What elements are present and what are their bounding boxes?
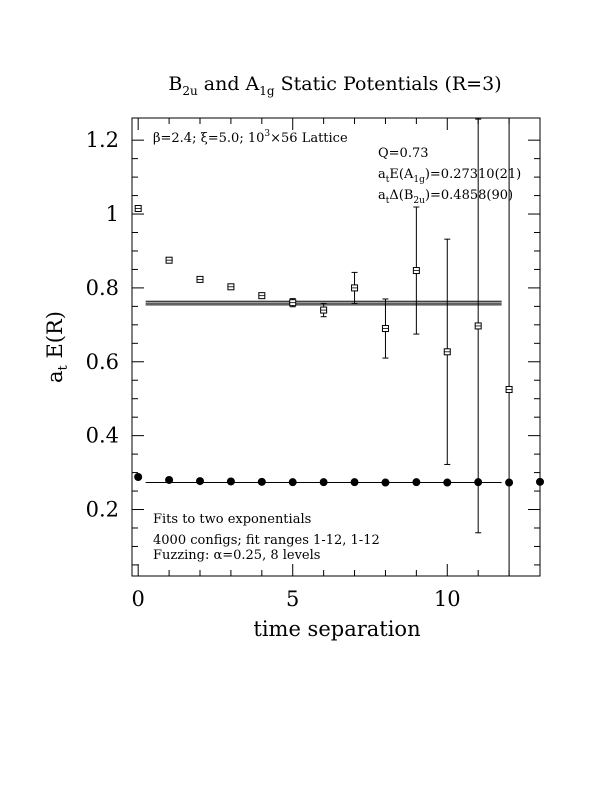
y-tick-label: 0.4 [86,424,119,448]
x-axis-label: time separation [253,617,420,641]
note-fuzzing: Fuzzing: α=0.25, 8 levels [153,548,320,563]
x-tick-label: 10 [434,587,461,611]
data-point-a1g [350,478,359,487]
fit-energy-a1g: atE(A1g)=0.27310(21) [378,167,521,185]
data-point-a1g [196,477,204,486]
data-point-a1g [165,475,174,484]
chart-title: B2u and A1g Static Potentials (R=3) [168,73,501,98]
y-tick-label: 0.8 [86,276,119,300]
y-tick-label: 0.2 [86,498,119,522]
y-tick-label: 0.6 [86,350,119,374]
lattice-info: β=2.4; ξ=5.0; 103×56 Lattice [153,129,348,146]
fit-gap-b2u: atΔ(B2u)=0.4858(90) [378,188,513,206]
y-tick-label: 1 [106,202,119,226]
y-tick-label: 1.2 [86,128,119,152]
data-point-a1g [226,477,235,486]
data-point-a1g [288,478,297,487]
data-point-a1g [319,478,328,487]
x-tick-label: 5 [286,587,299,611]
data-point-a1g [257,477,266,486]
plot-frame [131,117,541,577]
note-configs: 4000 configs; fit ranges 1-12, 1-12 [153,533,380,548]
fit-lines [145,300,502,484]
note-fits: Fits to two exponentials [153,512,311,527]
y-axis-label: at E(R) [43,311,71,383]
data-point-a1g [536,477,544,486]
data-point-a1g [443,478,452,487]
x-tick-label: 0 [131,587,144,611]
fit-q-value: Q=0.73 [378,146,429,161]
axes: 0 5 10 0.2 0.4 0.6 0.8 1 1.2 [86,117,541,611]
data-point-a1g [474,478,483,487]
data-point-a1g [412,478,421,487]
data-point-a1g [381,478,390,487]
data-point-a1g [505,478,514,487]
data-point-a1g [134,473,143,482]
data-points [134,118,544,576]
